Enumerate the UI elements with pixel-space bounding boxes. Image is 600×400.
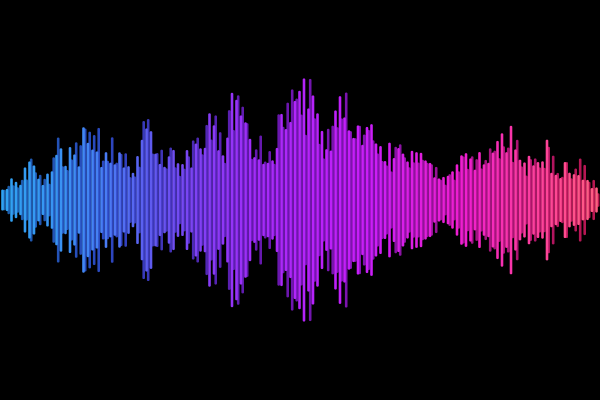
waveform-bars-layer <box>1 78 598 322</box>
waveform-bars-shadow-layer <box>2 78 600 322</box>
